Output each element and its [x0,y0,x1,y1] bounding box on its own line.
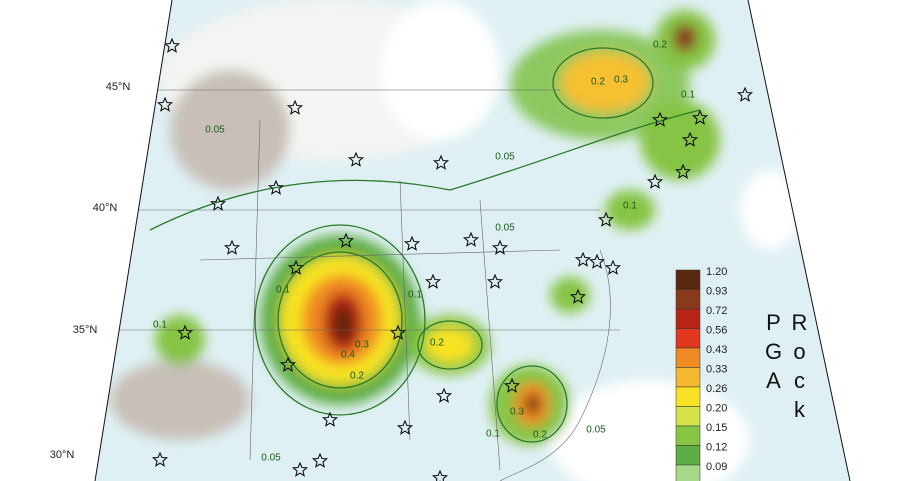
epicenter-star [462,231,480,247]
legend-swatch [675,289,701,310]
epicenter-star [431,469,449,481]
contour-label: 0.1 [153,320,167,331]
epicenter-star [291,461,309,477]
contour-label: 0.4 [341,350,355,361]
epicenter-star [389,324,407,340]
legend-swatch [675,445,701,466]
legend-title: Rock PGA [761,310,812,426]
legend-label: 0.26 [706,383,727,395]
epicenter-star [503,377,521,393]
legend-label: 0.20 [706,402,727,414]
legend-swatch [675,328,701,349]
legend-label: 0.93 [706,285,727,297]
contour-label: 0.2 [350,371,364,382]
contour-label: 0.3 [355,340,369,351]
latitude-label: 35°N [73,324,98,336]
contour-label: 0.1 [623,201,637,212]
contour-label: 0.05 [495,223,515,234]
contour-label: 0.3 [510,407,524,418]
contour-label: 0.2 [533,430,547,441]
epicenter-star [286,99,304,115]
contour-label: 0.1 [276,285,290,296]
epicenter-star [435,387,453,403]
legend-label: 0.33 [706,363,727,375]
epicenter-star [403,235,421,251]
contour-label: 0.1 [681,90,695,101]
legend-label: 0.12 [706,441,727,453]
legend-swatch [675,269,701,290]
epicenter-star [337,232,355,248]
contour-label: 0.1 [408,290,422,301]
epicenter-star [396,419,414,435]
contour-label: 0.05 [261,453,281,464]
legend-swatch [675,308,701,329]
legend: 1.20 0.93 0.72 0.56 0.43 0.33 0.26 0.20 0.15 0.12… [675,266,727,481]
epicenter-star [486,273,504,289]
epicenter-star [321,411,339,427]
contour-label: 0.1 [486,429,500,440]
legend-swatch [675,464,701,481]
legend-label: 0.56 [706,324,727,336]
epicenter-star [223,239,241,255]
legend-swatch [675,406,701,427]
epicenter-star [574,251,592,267]
contour-label: 0.2 [430,338,444,349]
contour-label: 0.05 [495,152,515,163]
epicenter-star [209,195,227,211]
epicenter-star [569,288,587,304]
legend-label: 1.20 [706,266,727,278]
epicenter-star [651,111,669,127]
epicenter-star [156,96,174,112]
contour-label: 0.05 [586,425,606,436]
contour-label: 0.3 [614,75,628,86]
legend-label: 0.72 [706,305,727,317]
latitude-label: 45°N [106,81,131,93]
epicenter-star [597,211,615,227]
contour-label: 0.2 [653,40,667,51]
epicenter-star [347,151,365,167]
epicenter-star [588,253,606,269]
epicenter-star [604,259,622,275]
legend-swatch [675,425,701,446]
epicenter-star [176,324,194,340]
legend-swatch [675,386,701,407]
latitude-label: 30°N [50,449,75,461]
contour-label: 0.2 [591,77,605,88]
legend-swatch [675,367,701,388]
epicenter-star [279,356,297,372]
epicenter-star [681,131,699,147]
epicenter-star [674,163,692,179]
legend-label: 0.43 [706,344,727,356]
epicenter-star [311,452,329,468]
epicenter-star [736,86,754,102]
epicenter-star [646,173,664,189]
epicenter-star [151,451,169,467]
epicenter-star [267,179,285,195]
epicenter-star [287,259,305,275]
contour-label: 0.05 [205,125,225,136]
legend-label: 0.09 [706,461,727,473]
latitude-label: 40°N [93,202,118,214]
legend-swatch [675,347,701,368]
epicenter-star [432,154,450,170]
epicenter-star [691,109,709,125]
epicenter-star [424,273,442,289]
epicenter-star [163,37,181,53]
epicenter-star [491,239,509,255]
legend-label: 0.15 [706,422,727,434]
